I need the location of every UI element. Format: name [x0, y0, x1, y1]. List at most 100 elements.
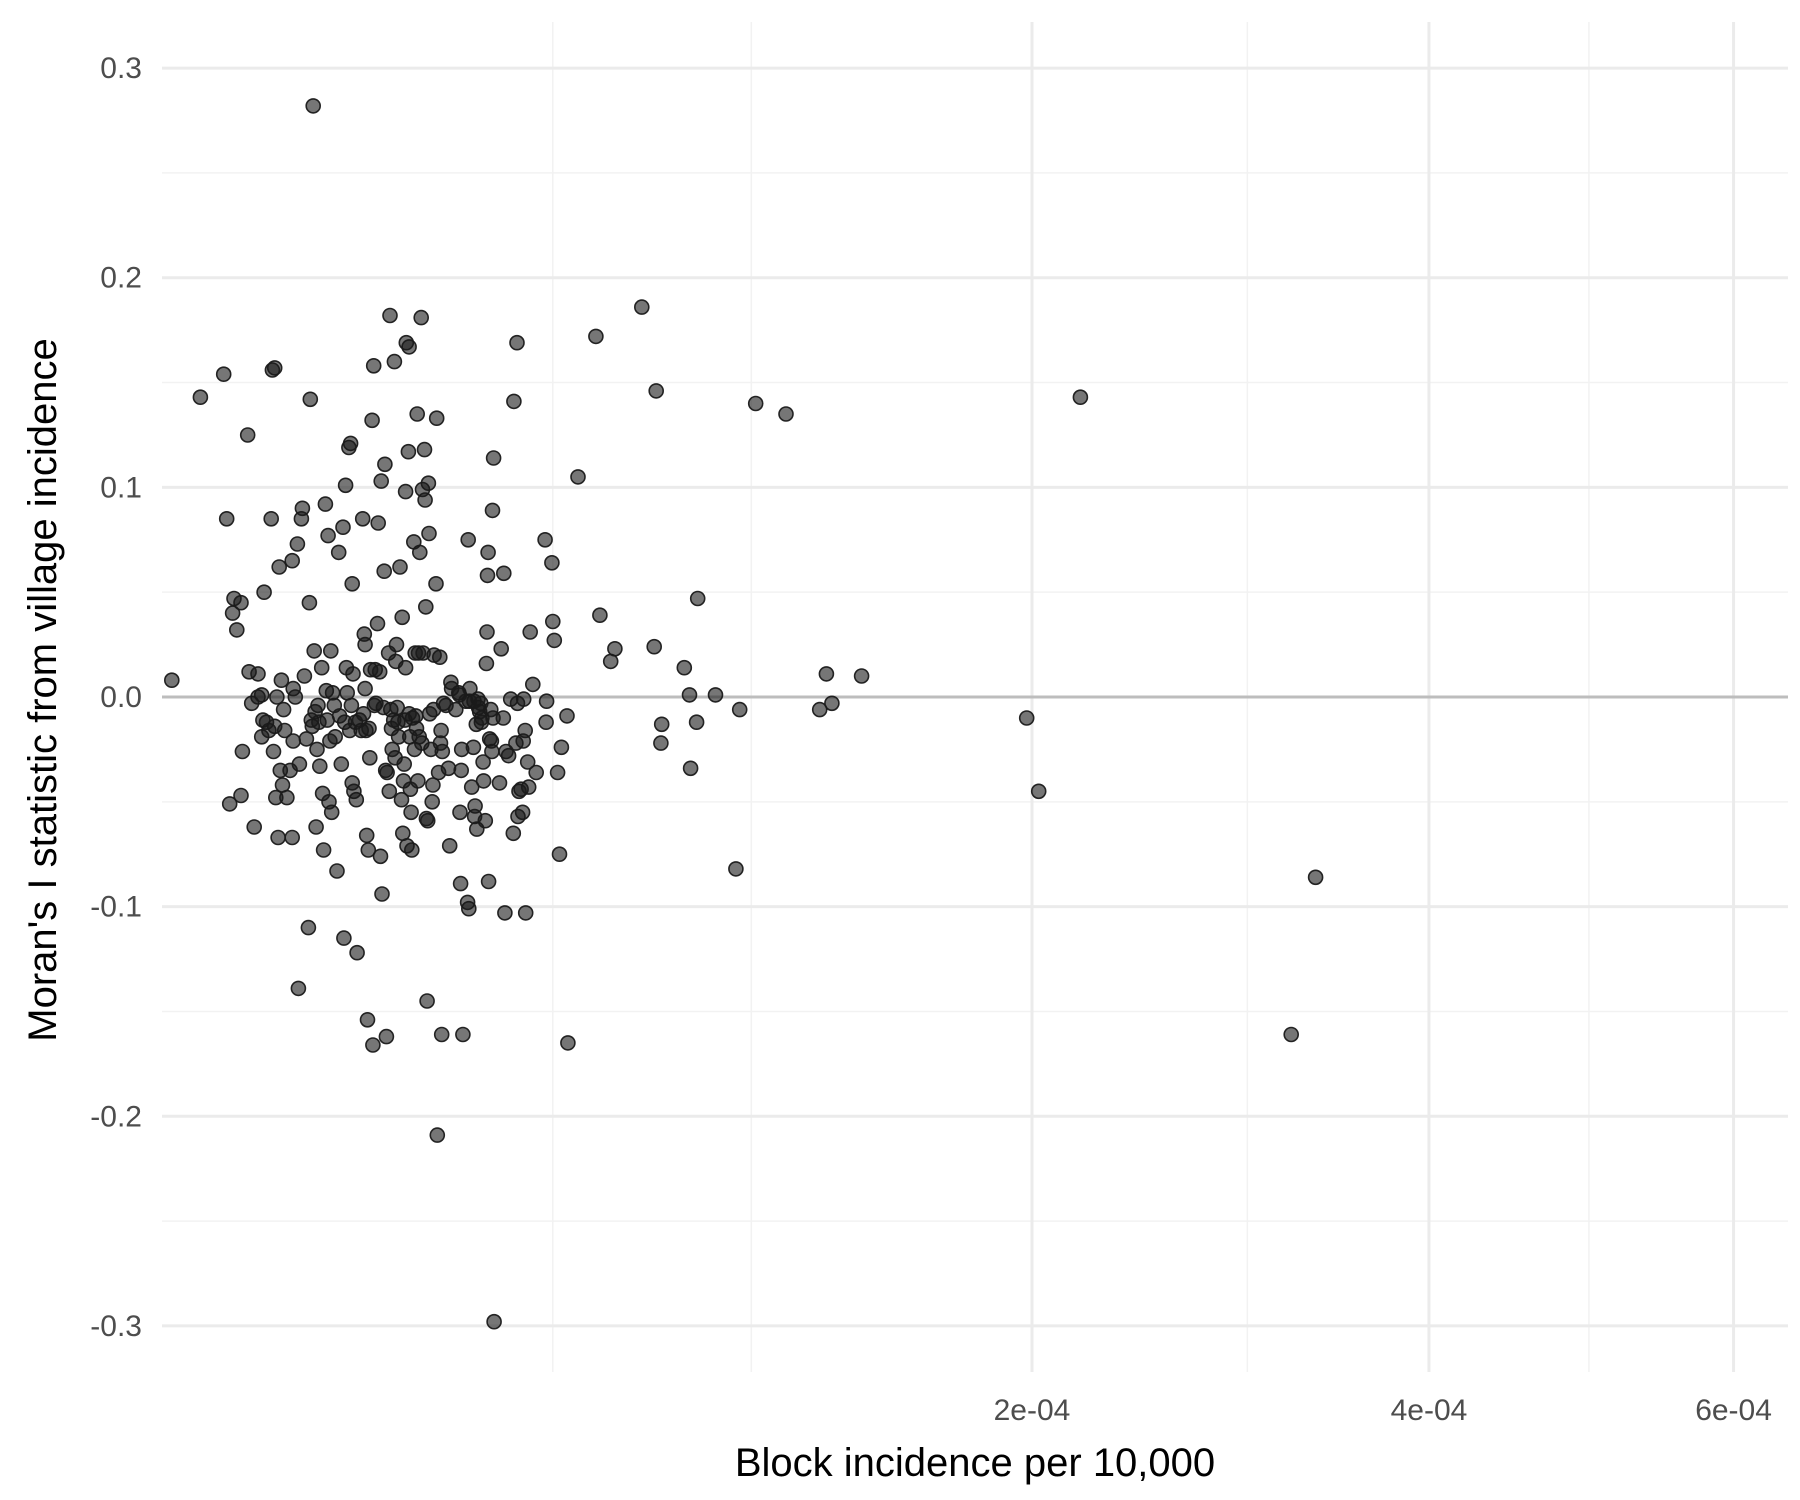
x-tick-label: 6e-04 — [1695, 1394, 1772, 1427]
data-point — [324, 684, 341, 701]
data-point — [342, 435, 359, 452]
data-point — [327, 728, 344, 745]
data-point — [401, 339, 417, 355]
data-point — [1283, 1026, 1299, 1043]
data-point — [365, 357, 382, 374]
data-point — [296, 668, 313, 684]
data-point — [413, 309, 430, 326]
data-point — [233, 594, 249, 611]
data-point — [447, 701, 464, 718]
data-point — [300, 919, 317, 936]
data-point — [429, 1127, 446, 1143]
data-point — [323, 804, 340, 821]
data-point — [311, 758, 328, 775]
data-point — [333, 756, 350, 772]
data-point — [653, 735, 669, 751]
data-point — [1018, 710, 1035, 726]
data-point — [348, 791, 365, 808]
x-tick-label: 4e-04 — [1391, 1394, 1468, 1427]
x-axis-title: Block incidence per 10,000 — [735, 1441, 1215, 1485]
data-point — [345, 666, 361, 682]
data-point — [653, 716, 670, 733]
data-point — [221, 796, 238, 812]
data-point — [544, 554, 560, 571]
data-point — [853, 668, 870, 684]
data-point — [365, 1037, 381, 1053]
data-point — [689, 590, 706, 607]
data-point — [270, 829, 286, 846]
data-point — [360, 842, 377, 858]
data-point — [515, 691, 532, 707]
data-point — [386, 353, 403, 370]
data-point — [253, 687, 270, 703]
data-point — [359, 1011, 376, 1028]
data-point — [824, 695, 840, 712]
data-point — [276, 722, 293, 739]
data-point — [289, 536, 306, 552]
data-point — [361, 749, 378, 766]
data-point — [419, 993, 435, 1009]
data-point — [431, 649, 448, 666]
data-point — [284, 829, 301, 846]
data-point — [377, 456, 393, 473]
data-point — [265, 743, 282, 760]
data-point — [528, 764, 545, 781]
data-point — [480, 544, 496, 561]
data-point — [215, 366, 232, 383]
data-point — [336, 930, 352, 946]
data-point — [707, 687, 724, 703]
data-point — [646, 638, 663, 655]
data-point — [400, 443, 417, 460]
data-point — [455, 1026, 471, 1043]
data-point — [460, 900, 477, 917]
data-point — [1307, 869, 1324, 886]
data-point — [491, 775, 508, 791]
data-point — [506, 393, 522, 410]
data-point — [633, 299, 650, 315]
data-point — [298, 731, 315, 747]
data-point — [477, 812, 494, 829]
data-point — [479, 567, 496, 584]
data-point — [479, 624, 495, 640]
data-point — [320, 527, 336, 544]
data-point — [370, 515, 387, 531]
data-point — [361, 720, 377, 737]
data-point — [330, 544, 347, 561]
data-point — [588, 328, 604, 345]
data-point — [424, 793, 441, 810]
data-point — [279, 789, 295, 806]
data-point — [256, 584, 272, 601]
data-point — [379, 764, 395, 781]
data-point — [394, 609, 411, 626]
data-point — [433, 722, 449, 739]
data-point — [452, 804, 468, 821]
data-point — [284, 552, 301, 569]
data-point — [522, 624, 539, 640]
data-point — [486, 1313, 502, 1330]
data-point — [433, 1026, 450, 1043]
data-point — [440, 760, 457, 777]
data-point — [559, 708, 575, 724]
data-point — [544, 613, 561, 630]
data-point — [728, 861, 744, 877]
data-point — [397, 659, 414, 676]
data-point — [269, 689, 285, 705]
data-point — [747, 395, 764, 412]
data-point — [275, 701, 292, 718]
data-point — [420, 475, 437, 492]
data-point — [310, 697, 326, 714]
data-point — [480, 873, 497, 890]
data-point — [648, 383, 665, 399]
data-point — [484, 502, 501, 519]
y-axis-tick-labels: -0.3 -0.2 -0.1 0.0 0.1 0.2 0.3 — [90, 52, 142, 1343]
data-point — [306, 643, 323, 659]
data-point — [428, 575, 444, 592]
data-point — [416, 441, 433, 458]
data-point — [315, 842, 332, 858]
data-point — [388, 636, 405, 653]
data-point — [349, 944, 365, 961]
data-point — [403, 842, 420, 858]
data-point — [234, 743, 251, 760]
